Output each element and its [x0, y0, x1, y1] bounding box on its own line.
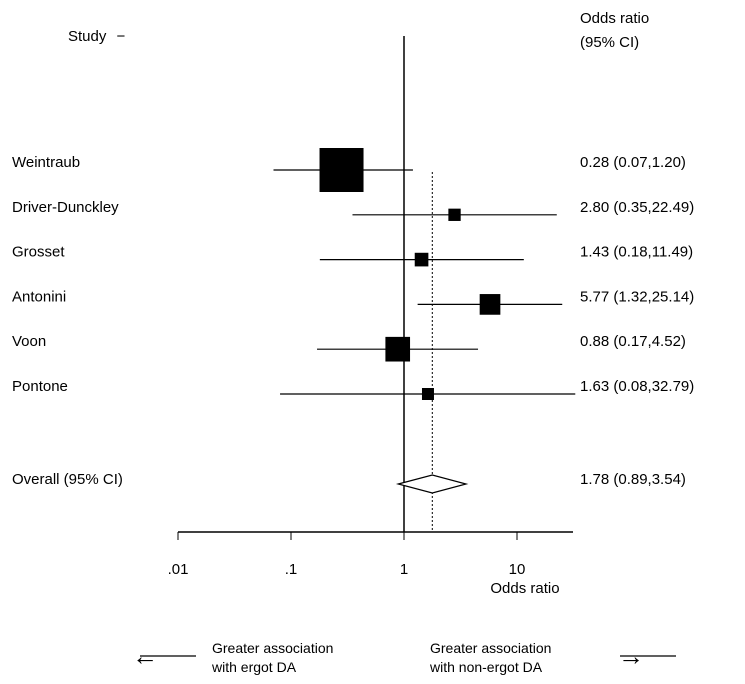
study-name: Weintraub	[12, 154, 80, 171]
overall-estimate-label: 1.78 (0.89,3.54)	[580, 471, 686, 488]
x-tick-label: 10	[509, 561, 526, 578]
or-column-header-line2: (95% CI)	[580, 34, 640, 51]
right-arrow: →	[618, 641, 644, 671]
left-arrow: ←	[132, 641, 158, 671]
study-estimate-label: 2.80 (0.35,22.49)	[580, 199, 694, 216]
or-column-header-line1: Odds ratio	[580, 10, 650, 27]
study-name: Voon	[12, 333, 46, 350]
study-estimate-label: 0.88 (0.17,4.52)	[580, 333, 686, 350]
study-effect-box	[319, 148, 364, 192]
study-header-dash: −	[116, 28, 126, 45]
x-tick-label: .1	[285, 561, 298, 578]
study-effect-box	[448, 208, 461, 221]
study-effect-box	[385, 336, 411, 362]
right-direction-line1: Greater association	[430, 640, 552, 656]
study-estimate-label: 5.77 (1.32,25.14)	[580, 288, 694, 305]
left-direction-line2: with ergot DA	[212, 659, 297, 675]
study-estimate-label: 1.43 (0.18,11.49)	[580, 244, 693, 261]
study-effect-box	[421, 388, 434, 400]
study-header-label: Study	[68, 28, 107, 45]
study-name: Pontone	[12, 378, 68, 395]
overall-name: Overall (95% CI)	[12, 471, 123, 488]
left-direction-line1: Greater association	[212, 640, 334, 656]
study-effect-box	[479, 294, 501, 315]
overall-diamond	[395, 474, 469, 494]
study-estimate-label: 0.28 (0.07,1.20)	[580, 154, 686, 171]
right-direction-line2: with non-ergot DA	[430, 659, 543, 675]
study-name: Driver-Dunckley	[12, 199, 119, 216]
x-axis-label: Odds ratio	[490, 580, 559, 597]
x-tick-label: .01	[168, 561, 189, 578]
study-name: Antonini	[12, 288, 66, 305]
study-name: Grosset	[12, 244, 65, 261]
study-estimate-label: 1.63 (0.08,32.79)	[580, 378, 694, 395]
x-tick-label: 1	[400, 561, 408, 578]
study-effect-box	[414, 252, 429, 267]
study-column-header: Study −	[68, 28, 125, 46]
